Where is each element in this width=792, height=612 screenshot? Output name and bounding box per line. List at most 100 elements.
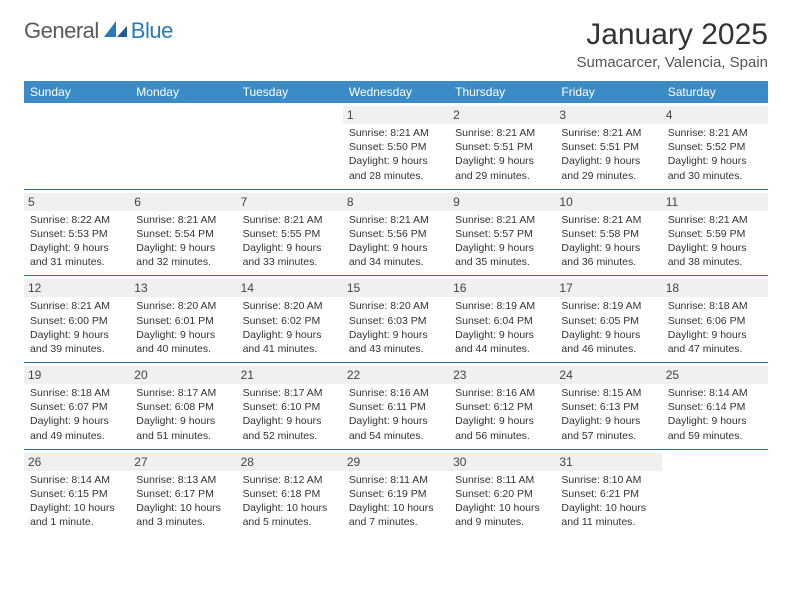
calendar-day-cell: 27Sunrise: 8:13 AMSunset: 6:17 PMDayligh…: [130, 449, 236, 535]
day-number: 20: [130, 366, 236, 384]
day-number: 31: [555, 453, 661, 471]
calendar-week-row: 26 Sunrise: 8:14 AMSunset: 6:15 PMDayligh…: [24, 449, 768, 535]
day-info: Sunrise: 8:21 AMSunset: 5:50 PMDaylight:…: [349, 126, 443, 183]
calendar-day-cell: 15Sunrise: 8:20 AMSunset: 6:03 PMDayligh…: [343, 276, 449, 363]
day-number: 5: [24, 193, 130, 211]
header: General Blue January 2025 Sumacarcer, Va…: [24, 18, 768, 71]
calendar-day-cell: 10 Sunrise: 8:21 AMSunset: 5:58 PMDayligh…: [555, 189, 661, 276]
day-info: Sunrise: 8:21 AMSunset: 5:56 PMDaylight:…: [349, 213, 443, 270]
day-number: 11: [662, 193, 768, 211]
day-number: 9: [449, 193, 555, 211]
day-number: 15: [343, 279, 449, 297]
day-info: Sunrise: 8:19 AMSunset: 6:04 PMDaylight:…: [455, 299, 549, 356]
day-info: Sunrise: 8:20 AMSunset: 6:02 PMDaylight:…: [243, 299, 337, 356]
calendar-day-cell: [24, 103, 130, 189]
calendar-day-cell: 4 Sunrise: 8:21 AMSunset: 5:52 PMDaylight…: [662, 103, 768, 189]
weekday-header: Sunday: [24, 81, 130, 103]
calendar-day-cell: 18 Sunrise: 8:18 AMSunset: 6:06 PMDayligh…: [662, 276, 768, 363]
calendar-day-cell: 26 Sunrise: 8:14 AMSunset: 6:15 PMDayligh…: [24, 449, 130, 535]
weekday-header: Thursday: [449, 81, 555, 103]
calendar-day-cell: 17Sunrise: 8:19 AMSunset: 6:05 PMDayligh…: [555, 276, 661, 363]
day-number: 6: [130, 193, 236, 211]
day-info: Sunrise: 8:11 AMSunset: 6:20 PMDaylight:…: [455, 473, 549, 530]
weekday-header: Monday: [130, 81, 236, 103]
calendar-day-cell: 3Sunrise: 8:21 AMSunset: 5:51 PMDaylight…: [555, 103, 661, 189]
calendar-day-cell: [237, 103, 343, 189]
day-number: 24: [555, 366, 661, 384]
logo-sail-icon: [103, 19, 129, 44]
day-info: Sunrise: 8:21 AMSunset: 5:55 PMDaylight:…: [243, 213, 337, 270]
day-number: 17: [555, 279, 661, 297]
calendar-day-cell: 14 Sunrise: 8:20 AMSunset: 6:02 PMDayligh…: [237, 276, 343, 363]
day-info: Sunrise: 8:22 AMSunset: 5:53 PMDaylight:…: [30, 213, 124, 270]
day-info: Sunrise: 8:10 AMSunset: 6:21 PMDaylight:…: [561, 473, 655, 530]
day-number: 28: [237, 453, 343, 471]
day-info: Sunrise: 8:20 AMSunset: 6:01 PMDaylight:…: [136, 299, 230, 356]
day-number: 30: [449, 453, 555, 471]
title-block: January 2025 Sumacarcer, Valencia, Spain: [577, 18, 769, 71]
day-number: 22: [343, 366, 449, 384]
day-number: 7: [237, 193, 343, 211]
day-info: Sunrise: 8:21 AMSunset: 5:59 PMDaylight:…: [668, 213, 762, 270]
day-number: 10: [555, 193, 661, 211]
calendar-day-cell: 25Sunrise: 8:14 AMSunset: 6:14 PMDayligh…: [662, 363, 768, 450]
day-number: 2: [449, 106, 555, 124]
calendar-day-cell: 9 Sunrise: 8:21 AMSunset: 5:57 PMDaylight…: [449, 189, 555, 276]
day-info: Sunrise: 8:21 AMSunset: 5:52 PMDaylight:…: [668, 126, 762, 183]
day-number: 29: [343, 453, 449, 471]
calendar-week-row: 12 Sunrise: 8:21 AMSunset: 6:00 PMDayligh…: [24, 276, 768, 363]
day-info: Sunrise: 8:18 AMSunset: 6:07 PMDaylight:…: [30, 386, 124, 443]
calendar-day-cell: 20Sunrise: 8:17 AMSunset: 6:08 PMDayligh…: [130, 363, 236, 450]
calendar-day-cell: 31 Sunrise: 8:10 AMSunset: 6:21 PMDayligh…: [555, 449, 661, 535]
day-info: Sunrise: 8:16 AMSunset: 6:11 PMDaylight:…: [349, 386, 443, 443]
location-text: Sumacarcer, Valencia, Spain: [577, 54, 769, 71]
calendar-day-cell: 12 Sunrise: 8:21 AMSunset: 6:00 PMDayligh…: [24, 276, 130, 363]
day-number: 23: [449, 366, 555, 384]
day-number: 13: [130, 279, 236, 297]
logo: General Blue: [24, 18, 173, 44]
day-info: Sunrise: 8:21 AMSunset: 6:00 PMDaylight:…: [30, 299, 124, 356]
day-info: Sunrise: 8:17 AMSunset: 6:10 PMDaylight:…: [243, 386, 337, 443]
day-number: 12: [24, 279, 130, 297]
day-number: 14: [237, 279, 343, 297]
calendar-day-cell: 5 Sunrise: 8:22 AMSunset: 5:53 PMDaylight…: [24, 189, 130, 276]
calendar-day-cell: 28 Sunrise: 8:12 AMSunset: 6:18 PMDayligh…: [237, 449, 343, 535]
calendar-day-cell: 22 Sunrise: 8:16 AMSunset: 6:11 PMDayligh…: [343, 363, 449, 450]
calendar-day-cell: 1Sunrise: 8:21 AMSunset: 5:50 PMDaylight…: [343, 103, 449, 189]
day-info: Sunrise: 8:13 AMSunset: 6:17 PMDaylight:…: [136, 473, 230, 530]
day-number: 18: [662, 279, 768, 297]
calendar-day-cell: 13 Sunrise: 8:20 AMSunset: 6:01 PMDayligh…: [130, 276, 236, 363]
day-info: Sunrise: 8:21 AMSunset: 5:54 PMDaylight:…: [136, 213, 230, 270]
day-info: Sunrise: 8:16 AMSunset: 6:12 PMDaylight:…: [455, 386, 549, 443]
weekday-header: Wednesday: [343, 81, 449, 103]
day-info: Sunrise: 8:14 AMSunset: 6:14 PMDaylight:…: [668, 386, 762, 443]
day-info: Sunrise: 8:21 AMSunset: 5:51 PMDaylight:…: [561, 126, 655, 183]
day-info: Sunrise: 8:15 AMSunset: 6:13 PMDaylight:…: [561, 386, 655, 443]
weekday-header: Friday: [555, 81, 661, 103]
day-number: 21: [237, 366, 343, 384]
day-number: 4: [662, 106, 768, 124]
day-info: Sunrise: 8:18 AMSunset: 6:06 PMDaylight:…: [668, 299, 762, 356]
calendar-day-cell: 30 Sunrise: 8:11 AMSunset: 6:20 PMDayligh…: [449, 449, 555, 535]
day-number: 16: [449, 279, 555, 297]
calendar-day-cell: 24 Sunrise: 8:15 AMSunset: 6:13 PMDayligh…: [555, 363, 661, 450]
calendar-day-cell: 19 Sunrise: 8:18 AMSunset: 6:07 PMDayligh…: [24, 363, 130, 450]
day-info: Sunrise: 8:12 AMSunset: 6:18 PMDaylight:…: [243, 473, 337, 530]
day-info: Sunrise: 8:14 AMSunset: 6:15 PMDaylight:…: [30, 473, 124, 530]
weekday-header: Tuesday: [237, 81, 343, 103]
calendar-day-cell: [662, 449, 768, 535]
day-info: Sunrise: 8:21 AMSunset: 5:57 PMDaylight:…: [455, 213, 549, 270]
day-number: 26: [24, 453, 130, 471]
day-info: Sunrise: 8:21 AMSunset: 5:58 PMDaylight:…: [561, 213, 655, 270]
calendar-week-row: 1Sunrise: 8:21 AMSunset: 5:50 PMDaylight…: [24, 103, 768, 189]
calendar-table: SundayMondayTuesdayWednesdayThursdayFrid…: [24, 81, 768, 535]
calendar-week-row: 5 Sunrise: 8:22 AMSunset: 5:53 PMDaylight…: [24, 189, 768, 276]
calendar-day-cell: 7 Sunrise: 8:21 AMSunset: 5:55 PMDaylight…: [237, 189, 343, 276]
weekday-header: Saturday: [662, 81, 768, 103]
day-number: 19: [24, 366, 130, 384]
logo-text-2: Blue: [131, 18, 173, 44]
calendar-day-cell: 6 Sunrise: 8:21 AMSunset: 5:54 PMDaylight…: [130, 189, 236, 276]
calendar-day-cell: 8 Sunrise: 8:21 AMSunset: 5:56 PMDaylight…: [343, 189, 449, 276]
calendar-day-cell: 2Sunrise: 8:21 AMSunset: 5:51 PMDaylight…: [449, 103, 555, 189]
day-number: 8: [343, 193, 449, 211]
